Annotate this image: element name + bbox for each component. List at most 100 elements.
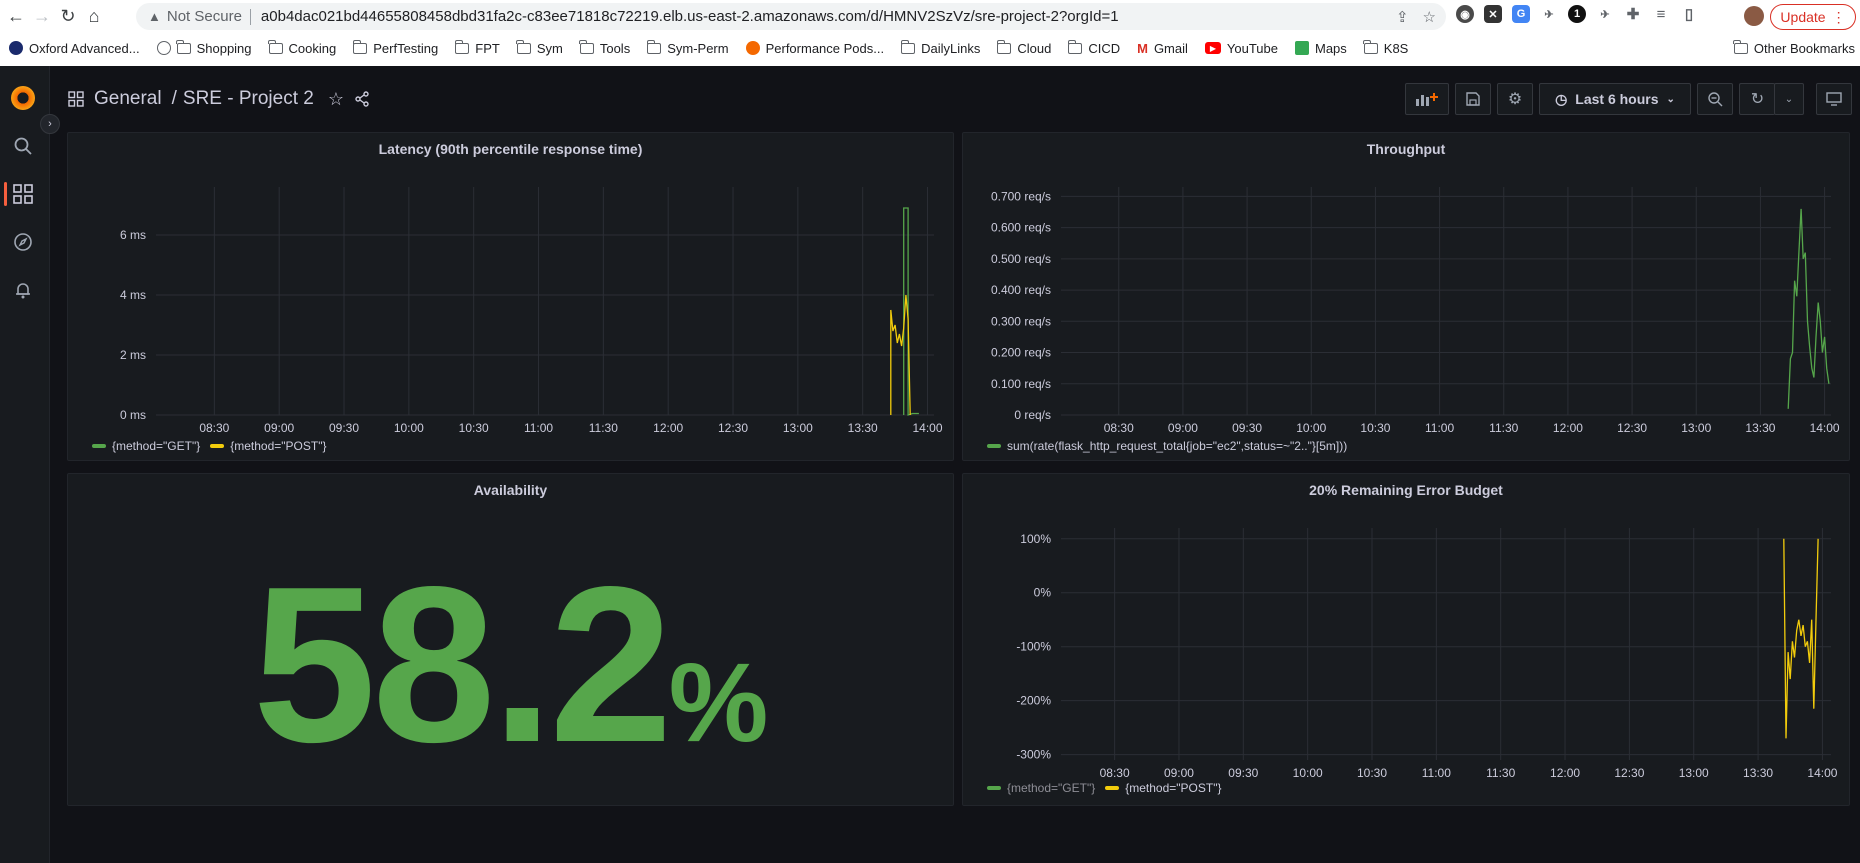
refresh-button[interactable]: ↻	[1739, 83, 1775, 115]
x-tick-label: 10:30	[1357, 766, 1387, 780]
active-indicator	[4, 182, 7, 206]
add-panel-button[interactable]	[1405, 83, 1449, 115]
dashboards-icon[interactable]	[11, 182, 35, 206]
bookmark[interactable]: Sym	[516, 39, 563, 56]
refresh-interval-dropdown[interactable]: ⌄	[1774, 83, 1804, 115]
zoom-out-icon	[1708, 92, 1723, 107]
dashboard-settings-button[interactable]: ⚙	[1497, 83, 1533, 115]
folder-icon	[1363, 39, 1378, 54]
bookmark-label: Shopping	[196, 40, 252, 56]
breadcrumb-folder[interactable]: General	[94, 88, 162, 109]
latency-panel[interactable]: Latency (90th percentile response time) …	[67, 132, 954, 461]
bookmark[interactable]: Sym-Perm	[646, 39, 729, 56]
add-panel-icon	[1416, 93, 1438, 106]
star-icon[interactable]: ☆	[327, 88, 344, 109]
y-tick-label: 0.400 req/s	[991, 283, 1051, 297]
legend: sum(rate(flask_http_request_total{job="e…	[987, 439, 1347, 453]
bookmark-label: PerfTesting	[373, 40, 439, 56]
forward-icon[interactable]: →	[33, 6, 51, 26]
dashboard-grid-icon	[68, 91, 84, 107]
bookmark[interactable]: PerfTesting	[352, 39, 439, 56]
error-budget-panel[interactable]: 20% Remaining Error Budget 08:30 09:00 09:…	[962, 473, 1850, 806]
bookmark[interactable]: Tools	[579, 39, 630, 56]
time-range-label: Last 6 hours	[1575, 91, 1659, 107]
throughput-chart: 08:30 09:00 09:30 10:00 10:30 11:00 11:30 12:00…	[991, 187, 1840, 435]
latency-chart: 08:30 09:00 09:30 10:00 10:30 11:00 11:30 12:00…	[120, 187, 943, 435]
panel-title: Latency (90th percentile response time)	[378, 141, 643, 157]
legend-item-post[interactable]: {method="POST"}	[210, 439, 327, 453]
extension-icon[interactable]: ✈	[1596, 5, 1614, 23]
page-title[interactable]: SRE - Project 2	[182, 88, 314, 109]
time-picker[interactable]: ◷ Last 6 hours ⌄	[1539, 83, 1691, 115]
back-icon[interactable]: ←	[7, 6, 25, 26]
throughput-panel[interactable]: Throughput 08:30 09:00 09:30 10:00 10:30 11:0…	[962, 132, 1850, 461]
folder-icon	[176, 39, 191, 54]
share-icon[interactable]: ⇪	[1395, 9, 1409, 26]
address-bar[interactable]: ▲ Not Secure a0b4dac021bd44655808458dbd3…	[136, 3, 1446, 30]
alerting-bell-icon[interactable]	[11, 278, 35, 302]
folder-icon	[996, 39, 1012, 54]
search-icon[interactable]	[11, 134, 35, 158]
translate-icon[interactable]: G	[1512, 5, 1530, 23]
bookmark[interactable]: Maps	[1294, 41, 1347, 56]
bookmark[interactable]: K8S	[1363, 39, 1408, 56]
other-bookmarks[interactable]: Other Bookmarks	[1733, 39, 1855, 56]
share-icon[interactable]	[354, 91, 370, 107]
y-tick-label: 0.700 req/s	[991, 189, 1051, 203]
legend-label: {method="POST"}	[230, 439, 327, 453]
grafana-logo-icon[interactable]	[11, 86, 35, 110]
puzzle-icon[interactable]: ✚	[1624, 5, 1642, 23]
legend-label: {method="GET"}	[112, 439, 201, 453]
extensions: ◉ ✕ G ✈ 1 ✈ ✚ ≡ ▯	[1456, 5, 1698, 23]
bookmark[interactable]: M Gmail	[1137, 41, 1188, 56]
bookmark[interactable]: Cloud	[996, 39, 1051, 56]
bookmark[interactable]: FPT	[454, 39, 500, 56]
bookmark[interactable]: Cooking	[268, 39, 336, 56]
legend-item-get[interactable]: {method="GET"}	[987, 781, 1095, 795]
extension-icon[interactable]: 1	[1568, 5, 1586, 23]
bookmark-star-icon[interactable]: ☆	[1422, 9, 1436, 26]
save-dashboard-button[interactable]	[1455, 83, 1491, 115]
legend-item-get[interactable]: {method="GET"}	[92, 439, 200, 453]
folder-icon	[454, 39, 470, 54]
home-icon[interactable]: ⌂	[88, 6, 100, 26]
explore-compass-icon[interactable]	[11, 230, 35, 254]
legend-item-post[interactable]: {method="POST"}	[1105, 781, 1222, 795]
cycle-view-mode-button[interactable]	[1816, 83, 1852, 115]
gear-icon: ⚙	[1507, 91, 1523, 108]
expand-menu-chevron-icon[interactable]: ›	[40, 114, 60, 134]
legend-item-throughput[interactable]: sum(rate(flask_http_request_total{job="e…	[987, 439, 1347, 453]
extension-icon[interactable]: ✈	[1540, 5, 1558, 23]
x-tick-label: 12:30	[1617, 421, 1647, 435]
folder-icon	[352, 39, 368, 54]
bookmark[interactable]: Performance Pods...	[745, 41, 884, 56]
series-line	[890, 294, 911, 416]
availability-panel[interactable]: Availability 58.2%	[67, 473, 954, 806]
dashboard-topbar: General / SRE - Project 2 ☆ ⚙ ◷ Last 6 h…	[50, 66, 1860, 132]
profile-avatar[interactable]	[1744, 6, 1764, 26]
bookmark[interactable]: Oxford Advanced...	[9, 41, 140, 56]
reload-icon[interactable]: ↻	[60, 6, 76, 26]
stat-value: 58.2	[252, 541, 673, 789]
update-button[interactable]: Update ⋮	[1770, 4, 1856, 30]
x-tick-label: 11:00	[1422, 766, 1451, 780]
bookmark-label: Gmail	[1153, 40, 1188, 56]
y-tick-label: 0.200 req/s	[991, 346, 1051, 360]
bookmark-label: YouTube	[1226, 40, 1278, 56]
bookmark[interactable]: ▶ YouTube	[1204, 40, 1278, 56]
bookmark[interactable]: DailyLinks	[900, 39, 980, 56]
x-tick-label: 10:30	[459, 421, 489, 435]
reading-list-icon[interactable]: ≡	[1652, 5, 1670, 23]
x-tick-label: 09:00	[1168, 421, 1198, 435]
sidebar-icon[interactable]: ▯	[1680, 5, 1698, 23]
extension-icon[interactable]: ✕	[1484, 5, 1502, 23]
bookmark[interactable]: Shopping	[156, 39, 252, 56]
extension-icon[interactable]: ◉	[1456, 5, 1474, 23]
bookmarks-bar: Oxford Advanced... Shopping Cooking Perf…	[0, 36, 1860, 60]
legend: {method="GET"} {method="POST"}	[987, 781, 1222, 795]
x-tick-label: 11:30	[1489, 421, 1518, 435]
x-tick-label: 10:00	[1293, 766, 1323, 780]
bookmark[interactable]: CICD	[1067, 39, 1120, 56]
zoom-out-button[interactable]	[1697, 83, 1733, 115]
y-tick-label: -200%	[1016, 694, 1051, 708]
